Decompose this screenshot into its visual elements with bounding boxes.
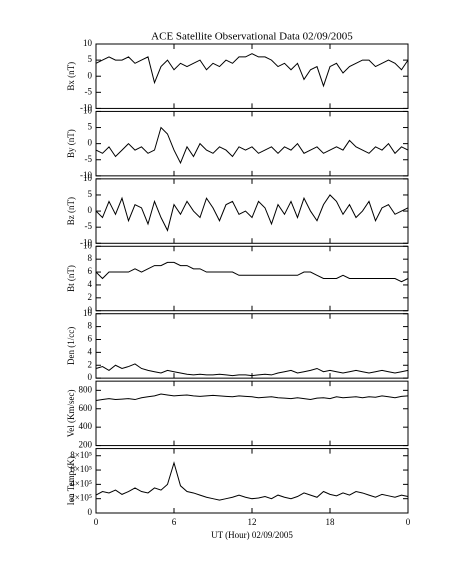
y-tick-label: 10 [83, 308, 93, 318]
y-tick-label: 2 [88, 359, 93, 369]
y-tick-label: 10 [83, 105, 93, 115]
y-tick-label: 10 [83, 173, 93, 183]
panel-frame [95, 448, 409, 514]
panel-frame [95, 110, 409, 177]
y-tick-label: 0 [88, 205, 93, 215]
y-tick-label: 5 [88, 122, 93, 132]
y-tick-label: 6 [88, 334, 93, 344]
y-tick-label: 2×10⁵ [70, 493, 92, 503]
panel-frame [95, 380, 409, 447]
y-tick-label: 400 [79, 421, 93, 431]
y-tick-label: 4×10⁵ [70, 478, 92, 488]
y-axis-label: Den (1/cc) [66, 327, 76, 365]
y-tick-label: 10 [83, 240, 93, 250]
y-axis-label: By (nT) [66, 129, 76, 158]
y-axis-label: Vel (Km/sec) [66, 389, 76, 437]
x-tick-label: 12 [248, 517, 257, 527]
y-tick-label: 4 [88, 346, 93, 356]
y-tick-label: -10 [80, 102, 92, 112]
chart-title: ACE Satellite Observational Data 02/09/2… [151, 31, 353, 43]
y-tick-label: 0 [88, 305, 93, 315]
x-tick-label: 0 [94, 517, 99, 527]
y-tick-label: 0 [88, 372, 93, 382]
y-tick-label: 0 [88, 507, 93, 517]
data-line [95, 261, 409, 283]
x-tick-label: 6 [172, 517, 177, 527]
y-tick-label: 0 [88, 138, 93, 148]
y-axis-label: Bz (nT) [66, 197, 76, 225]
y-tick-label: 8 [88, 321, 93, 331]
data-line [95, 363, 409, 377]
y-tick-label: 5 [88, 54, 93, 64]
data-line [95, 194, 409, 232]
y-tick-label: -5 [85, 221, 93, 231]
x-tick-label: 0 [406, 517, 411, 527]
y-tick-label: 5 [88, 189, 93, 199]
y-tick-label: -5 [85, 154, 93, 164]
y-tick-label: -10 [80, 170, 92, 180]
y-tick-label: 0 [88, 70, 93, 80]
y-tick-label: 800 [79, 384, 93, 394]
data-line [95, 393, 409, 401]
y-tick-label: 2 [88, 292, 93, 302]
x-axis-label: UT (Hour) 02/09/2005 [211, 530, 293, 540]
y-tick-label: 8×10⁵ [70, 450, 92, 460]
y-tick-label: 8 [88, 253, 93, 263]
y-tick-label: 6×10⁵ [70, 464, 92, 474]
data-line [95, 53, 409, 88]
data-line [95, 461, 409, 501]
y-axis-label: Ion Temp (K) [66, 456, 76, 505]
data-line [95, 126, 409, 165]
y-tick-label: 200 [79, 440, 93, 450]
y-tick-label: 6 [88, 266, 93, 276]
y-tick-label: 600 [79, 403, 93, 413]
x-tick-label: 18 [326, 517, 336, 527]
y-axis-label: Bt (nT) [66, 265, 76, 292]
y-tick-label: 10 [83, 38, 93, 48]
y-tick-label: -10 [80, 237, 92, 247]
y-tick-label: 4 [88, 279, 93, 289]
y-axis-label: Bx (nT) [66, 62, 76, 91]
y-tick-label: -5 [85, 86, 93, 96]
